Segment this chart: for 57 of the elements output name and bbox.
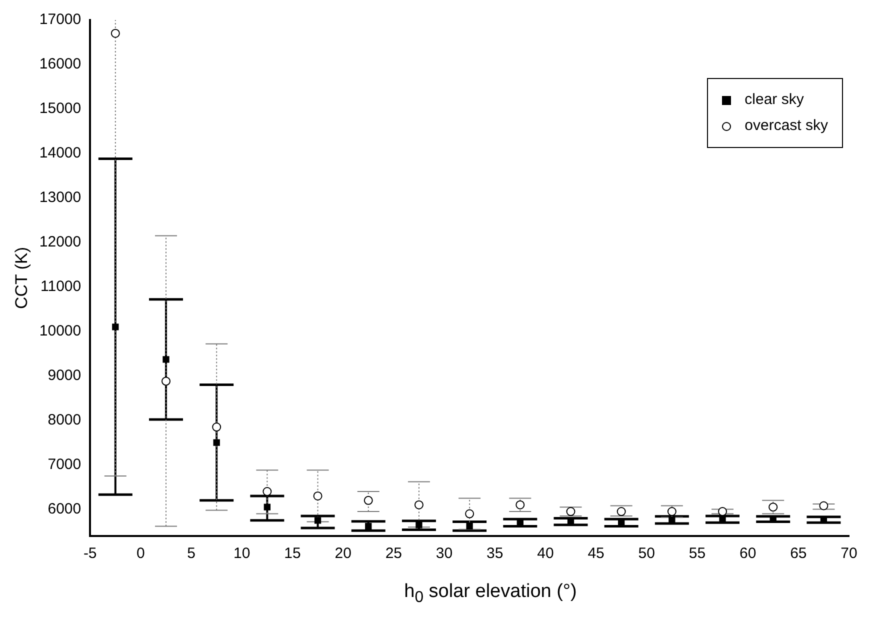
point [112,324,119,330]
point [264,504,271,510]
x-tick-label: 55 [688,545,706,562]
point [162,376,170,386]
y-tick-label: 14000 [39,144,82,162]
point [212,422,222,432]
y-tick-label: 15000 [39,100,82,118]
x-tick-label: 10 [234,545,250,562]
point [314,517,322,524]
x-tick-label: 40 [537,545,554,562]
x-tick-label: 65 [790,545,807,562]
point [162,356,170,363]
point [414,500,424,510]
y-tick-label: 17000 [39,11,82,28]
point [416,522,422,528]
point [516,500,525,510]
point [262,487,272,496]
y-tick-label: 10000 [39,322,82,340]
y-tick-label: 8000 [48,411,82,428]
y-tick-label: 11000 [40,278,82,296]
y-tick-label: 6000 [48,500,82,518]
x-tick-label: 20 [334,545,352,562]
y-axis-title: CCT (K) [12,246,31,310]
x-tick-label: 60 [739,545,756,562]
x-tick-label: -5 [83,545,97,562]
point [465,509,474,518]
point [616,507,626,516]
point [313,491,322,500]
x-tick-label: 5 [187,545,196,562]
x-axis-title: h$_{0}$ solar elevation (°) [403,581,578,607]
point [667,507,676,516]
y-tick-label: 13000 [39,189,82,206]
legend-label: overcast sky [744,116,828,136]
x-tick-label: 25 [385,545,402,562]
x-tick-label: 30 [436,545,453,562]
x-tick-label: 50 [638,545,655,562]
point [566,507,576,516]
point [516,519,524,526]
point [668,516,676,524]
point [466,522,473,530]
point [110,28,120,38]
x-tick-label: 0 [136,545,145,562]
point [213,439,220,446]
point [819,501,828,510]
x-tick-label: 15 [284,545,301,562]
y-tick-label: 7000 [48,456,82,473]
x-tick-label: 35 [486,545,504,562]
point [365,522,372,530]
point [364,496,373,505]
point [768,502,778,512]
y-tick-label: 16000 [39,56,82,73]
y-tick-label: 9000 [48,367,82,384]
x-tick-label: 70 [840,545,858,562]
x-tick-label: 45 [588,545,604,562]
point [618,519,625,526]
legend-label: clear sky [744,90,804,110]
y-tick-label: 12000 [39,234,82,251]
